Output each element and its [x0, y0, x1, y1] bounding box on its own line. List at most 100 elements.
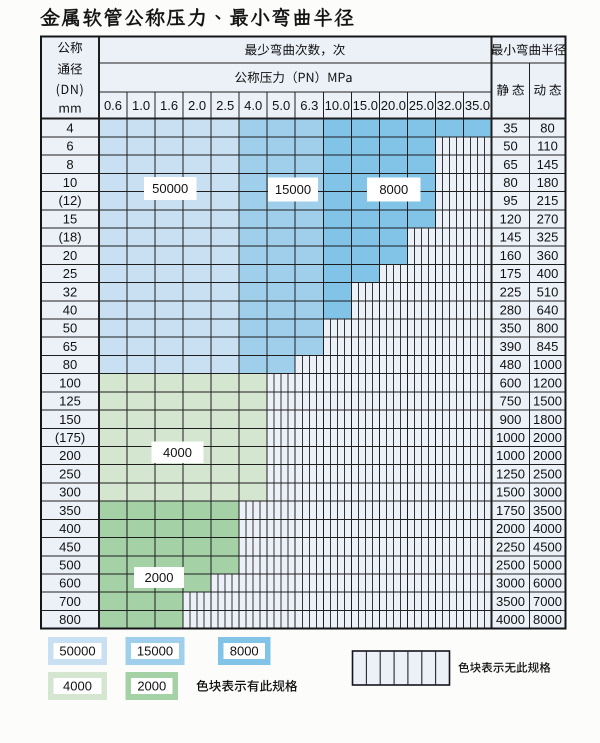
svg-text:10: 10 [63, 175, 77, 190]
svg-text:80: 80 [540, 120, 554, 135]
svg-text:20: 20 [63, 248, 77, 263]
svg-text:4000: 4000 [63, 679, 92, 694]
svg-text:8000: 8000 [230, 644, 259, 659]
svg-text:145: 145 [500, 230, 522, 245]
svg-text:50000: 50000 [152, 181, 188, 196]
svg-text:145: 145 [537, 157, 559, 172]
svg-text:65: 65 [63, 339, 77, 354]
svg-text:95: 95 [503, 193, 517, 208]
svg-text:4000: 4000 [533, 521, 562, 536]
svg-text:510: 510 [537, 284, 559, 299]
svg-text:1.6: 1.6 [160, 98, 178, 113]
svg-text:15000: 15000 [137, 644, 173, 659]
svg-text:350: 350 [500, 321, 522, 336]
svg-text:3500: 3500 [533, 503, 562, 518]
svg-text:500: 500 [59, 558, 81, 573]
svg-text:1250: 1250 [496, 466, 525, 481]
svg-text:4.0: 4.0 [244, 98, 262, 113]
svg-text:250: 250 [59, 466, 81, 481]
svg-text:40: 40 [63, 303, 77, 318]
svg-text:15.0: 15.0 [353, 98, 378, 113]
svg-text:600: 600 [59, 576, 81, 591]
svg-text:20.0: 20.0 [381, 98, 406, 113]
svg-text:1000: 1000 [496, 448, 525, 463]
svg-text:280: 280 [500, 303, 522, 318]
svg-text:150: 150 [59, 412, 81, 427]
svg-text:2000: 2000 [496, 521, 525, 536]
svg-text:2.0: 2.0 [188, 98, 206, 113]
svg-text:8000: 8000 [533, 612, 562, 627]
svg-text:225: 225 [500, 284, 522, 299]
svg-text:175: 175 [500, 266, 522, 281]
svg-text:15000: 15000 [275, 182, 311, 197]
svg-text:7000: 7000 [533, 594, 562, 609]
svg-text:1000: 1000 [496, 430, 525, 445]
svg-text:900: 900 [500, 412, 522, 427]
svg-text:(175): (175) [55, 430, 85, 445]
svg-text:700: 700 [59, 594, 81, 609]
svg-text:6000: 6000 [533, 576, 562, 591]
svg-text:600: 600 [500, 375, 522, 390]
svg-text:400: 400 [59, 521, 81, 536]
svg-text:35: 35 [503, 120, 517, 135]
svg-text:750: 750 [500, 394, 522, 409]
svg-text:390: 390 [500, 339, 522, 354]
svg-text:640: 640 [537, 303, 559, 318]
svg-text:4: 4 [66, 120, 73, 135]
svg-text:2250: 2250 [496, 539, 525, 554]
svg-text:325: 325 [537, 230, 559, 245]
svg-text:180: 180 [537, 175, 559, 190]
svg-text:1800: 1800 [533, 412, 562, 427]
svg-text:2500: 2500 [533, 466, 562, 481]
svg-text:8000: 8000 [379, 182, 408, 197]
svg-text:32: 32 [63, 284, 77, 299]
svg-text:35.0: 35.0 [465, 98, 490, 113]
svg-text:3000: 3000 [496, 576, 525, 591]
svg-text:270: 270 [537, 212, 559, 227]
svg-text:4000: 4000 [496, 612, 525, 627]
svg-text:80: 80 [63, 357, 77, 372]
svg-text:800: 800 [59, 612, 81, 627]
svg-text:480: 480 [500, 357, 522, 372]
svg-text:110: 110 [537, 139, 558, 154]
svg-text:215: 215 [537, 193, 559, 208]
svg-text:50: 50 [503, 139, 517, 154]
svg-text:1500: 1500 [533, 394, 562, 409]
svg-text:25: 25 [63, 266, 77, 281]
svg-text:2.5: 2.5 [216, 98, 234, 113]
svg-text:100: 100 [59, 375, 81, 390]
svg-text:125: 125 [59, 394, 81, 409]
svg-text:160: 160 [500, 248, 522, 263]
svg-text:5.0: 5.0 [272, 98, 290, 113]
svg-text:1750: 1750 [496, 503, 525, 518]
svg-text:50000: 50000 [59, 644, 95, 659]
svg-text:4000: 4000 [163, 445, 192, 460]
svg-text:2000: 2000 [137, 679, 166, 694]
svg-text:350: 350 [59, 503, 81, 518]
svg-text:15: 15 [63, 212, 77, 227]
svg-text:2000: 2000 [533, 430, 562, 445]
svg-text:25.0: 25.0 [409, 98, 434, 113]
svg-text:8: 8 [66, 157, 73, 172]
svg-text:3000: 3000 [533, 485, 562, 500]
svg-text:1000: 1000 [533, 357, 562, 372]
svg-text:6: 6 [66, 139, 73, 154]
svg-text:845: 845 [537, 339, 559, 354]
svg-text:2500: 2500 [496, 558, 525, 573]
svg-text:120: 120 [500, 212, 522, 227]
svg-text:65: 65 [503, 157, 517, 172]
svg-text:2000: 2000 [533, 448, 562, 463]
svg-text:2000: 2000 [145, 570, 174, 585]
svg-text:1500: 1500 [496, 485, 525, 500]
svg-text:1200: 1200 [533, 375, 562, 390]
svg-text:450: 450 [59, 539, 81, 554]
svg-text:200: 200 [59, 448, 81, 463]
svg-text:50: 50 [63, 321, 77, 336]
svg-text:300: 300 [59, 485, 81, 500]
svg-text:5000: 5000 [533, 558, 562, 573]
svg-text:(18): (18) [58, 230, 81, 245]
svg-text:6.3: 6.3 [300, 98, 318, 113]
svg-text:800: 800 [537, 321, 559, 336]
svg-text:360: 360 [537, 248, 559, 263]
svg-text:0.6: 0.6 [104, 98, 122, 113]
